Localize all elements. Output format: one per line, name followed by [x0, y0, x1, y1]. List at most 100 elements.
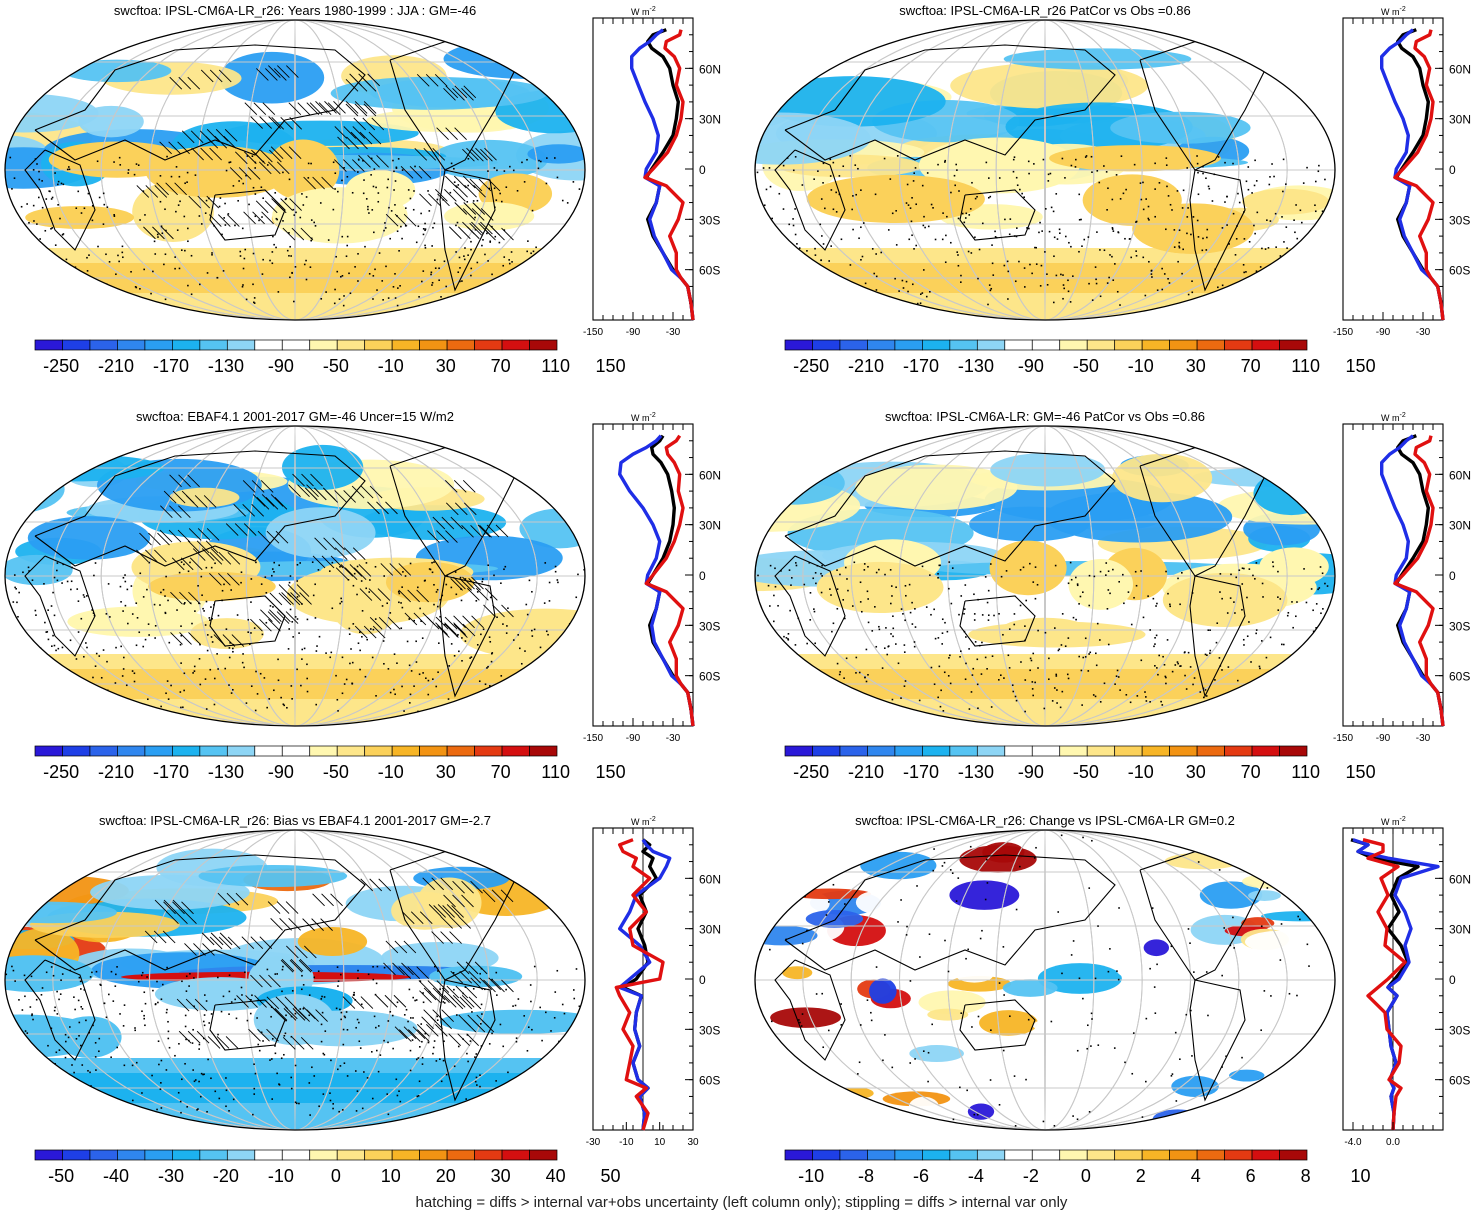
colorbar-bin	[784, 1149, 813, 1161]
colorbar-bin	[336, 1149, 366, 1161]
colorbar-label: 20	[436, 1166, 456, 1186]
colorbar-bin	[172, 745, 201, 757]
colorbar-label: 70	[1241, 762, 1261, 782]
colorbar-bin	[812, 745, 841, 757]
profile-x-tick-label: -150	[583, 327, 603, 338]
colorbar-label: 70	[1241, 356, 1261, 376]
colorbar-bin	[364, 339, 393, 351]
colorbar-label: -250	[793, 762, 829, 782]
colorbar-bin	[867, 339, 896, 351]
colorbar-label: 110	[541, 356, 570, 376]
colorbar: -250 -210 -170 -130 -90 -50 -10 30 70 110 150	[34, 745, 626, 782]
profile-series-line	[646, 434, 695, 727]
colorbar-bin	[1141, 339, 1170, 351]
colorbar: -50 -40 -30 -20 -10 0 10 20 30 40 50	[34, 1149, 621, 1186]
colorbar-bin	[529, 1149, 558, 1161]
colorbar-bin	[1169, 1149, 1198, 1161]
colorbar-label: -130	[208, 762, 244, 782]
colorbar-label: -210	[98, 356, 134, 376]
colorbar-label: 110	[1291, 356, 1320, 376]
colorbar-bin	[89, 1149, 118, 1161]
colorbar-label: -130	[958, 762, 994, 782]
colorbar-label: -10	[1128, 762, 1154, 782]
profile-lat-label: 60N	[699, 872, 721, 886]
colorbar-bin	[1196, 1149, 1225, 1161]
colorbar-label: -210	[848, 356, 884, 376]
profile-x-tick-label: -90	[1376, 327, 1391, 338]
colorbar-label: -50	[323, 762, 349, 782]
profile-lat-label: 30N	[699, 113, 721, 127]
colorbar-bin	[1059, 1149, 1088, 1161]
profile-lat-label: 60N	[1449, 872, 1471, 886]
colorbar-label: 10	[381, 1166, 401, 1186]
map-outline	[4, 425, 586, 727]
colorbar-bin	[1031, 339, 1061, 351]
colorbar-bin	[172, 1149, 201, 1161]
colorbar-bin	[1031, 1149, 1061, 1161]
colorbar-bin	[226, 339, 256, 351]
profile-x-tick-label: 10	[654, 1137, 666, 1148]
colorbar-label: -250	[43, 762, 79, 782]
colorbar-label: -170	[153, 762, 189, 782]
colorbar-bin	[309, 1149, 338, 1161]
colorbar-bin	[144, 339, 173, 351]
profile-series-line	[1394, 434, 1445, 727]
colorbar-bin	[391, 745, 420, 757]
profile-lat-label: 60S	[1449, 1074, 1470, 1088]
colorbar-label: 30	[1186, 762, 1206, 782]
colorbar-bin	[254, 1149, 283, 1161]
colorbar-label: 150	[1346, 356, 1376, 376]
colorbar-bin	[1004, 745, 1033, 757]
colorbar-bin	[1279, 1149, 1308, 1161]
colorbar-bin	[839, 745, 868, 757]
profile-unit: W m-2	[631, 816, 656, 827]
colorbar-bin	[1004, 339, 1033, 351]
map-field	[5, 426, 585, 726]
hatching	[136, 65, 514, 241]
colorbar-bin	[949, 1149, 978, 1161]
profile-lat-label: 0	[699, 973, 706, 987]
colorbar-label: -90	[268, 356, 294, 376]
colorbar-bin	[199, 1149, 228, 1161]
colorbar-bin	[839, 1149, 868, 1161]
colorbar-label: 150	[1346, 762, 1376, 782]
colorbar-label: 0	[1081, 1166, 1091, 1186]
colorbar-bin	[501, 745, 530, 757]
colorbar-label: -250	[43, 356, 79, 376]
colorbar-label: -170	[153, 356, 189, 376]
colorbar-bin	[391, 1149, 420, 1161]
colorbar-label: 30	[491, 1166, 511, 1186]
panel-2: swcftoa: IPSL-CM6A-LR_r26 PatCor vs Obs …	[750, 0, 1483, 390]
colorbar-bin	[784, 339, 813, 351]
colorbar-label: 0	[331, 1166, 341, 1186]
colorbar-bin	[34, 745, 63, 757]
colorbar-bin	[336, 339, 366, 351]
profile-series-line	[1394, 28, 1445, 321]
panel-title: swcftoa: IPSL-CM6A-LR_r26 PatCor vs Obs …	[899, 3, 1191, 18]
colorbar-bin	[226, 1149, 256, 1161]
profile-series-line	[643, 29, 695, 321]
colorbar-bin	[1251, 1149, 1280, 1161]
profile-x-tick-label: 0.0	[1386, 1137, 1400, 1148]
panel-title: swcftoa: IPSL-CM6A-LR_r26: Years 1980-19…	[114, 3, 476, 18]
profile-lat-label: 60N	[1449, 62, 1471, 76]
colorbar-label: -250	[793, 356, 829, 376]
colorbar-bin	[894, 1149, 923, 1161]
colorbar-bin	[364, 745, 393, 757]
profile-x-tick-label: -90	[1376, 733, 1391, 744]
profile-x-tick-label: -30	[1416, 733, 1431, 744]
colorbar-label: 70	[491, 762, 511, 782]
colorbar-label: 30	[1186, 356, 1206, 376]
colorbar-bin	[1141, 745, 1170, 757]
profile-lat-label: 0	[1449, 569, 1456, 583]
colorbar-bin	[254, 745, 283, 757]
profile-lat-label: 30S	[1449, 619, 1470, 633]
graticule	[5, 426, 585, 726]
colorbar-label: -50	[323, 356, 349, 376]
colorbar-bin	[1279, 339, 1308, 351]
colorbar-bin	[336, 745, 366, 757]
colorbar-bin	[949, 745, 978, 757]
colorbar-bin	[1059, 339, 1088, 351]
colorbar-bin	[784, 745, 813, 757]
colorbar-bin	[474, 339, 503, 351]
